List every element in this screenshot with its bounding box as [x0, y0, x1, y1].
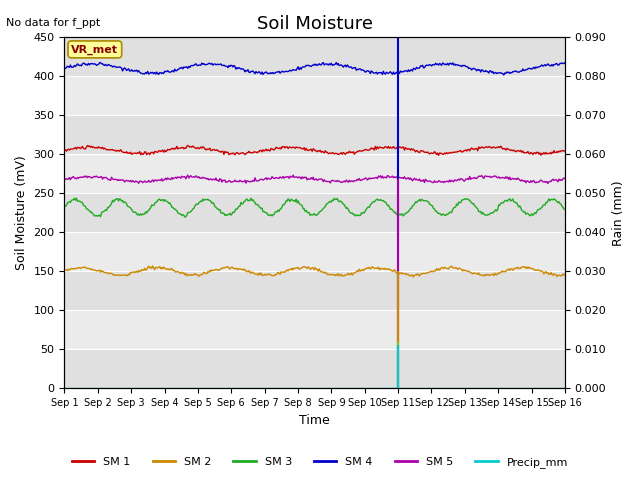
SM 5: [360, 176, 367, 182]
SM 1: [300, 146, 307, 152]
Line: SM 5: SM 5: [65, 175, 565, 183]
SM 5: [302, 174, 310, 180]
SM 1: [551, 150, 559, 156]
SM 4: [332, 60, 340, 65]
SM 5: [332, 179, 340, 184]
SM 5: [561, 176, 569, 181]
SM 3: [300, 205, 308, 211]
SM 5: [61, 178, 68, 183]
SM 1: [61, 146, 68, 152]
SM 4: [472, 67, 479, 72]
Precip_mm: [332, 385, 339, 391]
Bar: [65, 115, 565, 155]
Line: SM 1: SM 1: [65, 145, 565, 155]
SM 5: [472, 176, 479, 181]
Precip_mm: [61, 385, 68, 391]
Precip_mm: [471, 385, 479, 391]
SM 2: [360, 268, 367, 274]
SM 1: [473, 146, 481, 152]
Line: SM 3: SM 3: [65, 198, 565, 217]
Y-axis label: Soil Moisture (mV): Soil Moisture (mV): [15, 156, 28, 270]
Line: SM 4: SM 4: [65, 62, 565, 75]
Legend: SM 1, SM 2, SM 3, SM 4, SM 5, Precip_mm: SM 1, SM 2, SM 3, SM 4, SM 5, Precip_mm: [68, 452, 572, 472]
SM 3: [360, 210, 368, 216]
SM 1: [332, 151, 340, 156]
Bar: [65, 232, 565, 271]
Bar: [65, 155, 565, 193]
SM 3: [61, 204, 68, 209]
Text: VR_met: VR_met: [71, 44, 118, 55]
SM 3: [181, 214, 189, 220]
Precip_mm: [358, 385, 366, 391]
SM 4: [561, 60, 569, 65]
SM 3: [303, 209, 311, 215]
SM 1: [184, 143, 191, 148]
SM 2: [410, 274, 417, 280]
Bar: [65, 193, 565, 232]
SM 5: [300, 175, 307, 181]
Bar: [65, 271, 565, 311]
SM 2: [300, 264, 307, 270]
SM 4: [302, 62, 310, 68]
SM 2: [302, 264, 310, 270]
SM 3: [473, 205, 481, 211]
Precip_mm: [301, 385, 309, 391]
SM 5: [551, 177, 559, 183]
Precip_mm: [549, 385, 557, 391]
SM 3: [561, 206, 569, 212]
SM 3: [551, 196, 559, 202]
SM 2: [561, 272, 569, 277]
Bar: [65, 37, 565, 76]
SM 4: [500, 72, 508, 78]
X-axis label: Time: Time: [300, 414, 330, 427]
SM 3: [333, 196, 341, 202]
Bar: [65, 76, 565, 115]
SM 5: [184, 172, 191, 178]
SM 2: [473, 271, 481, 276]
Precip_mm: [298, 385, 306, 391]
SM 4: [61, 65, 68, 71]
SM 2: [332, 272, 340, 277]
Title: Soil Moisture: Soil Moisture: [257, 15, 372, 33]
SM 4: [551, 62, 559, 68]
SM 3: [247, 195, 255, 201]
Text: No data for f_ppt: No data for f_ppt: [6, 17, 100, 28]
SM 1: [435, 152, 442, 158]
SM 2: [149, 263, 157, 269]
SM 1: [561, 148, 569, 154]
Bar: [65, 311, 565, 349]
SM 4: [97, 60, 104, 65]
SM 1: [360, 148, 367, 154]
SM 4: [360, 67, 367, 73]
SM 5: [544, 180, 552, 186]
SM 2: [61, 267, 68, 273]
SM 4: [300, 64, 307, 70]
Y-axis label: Rain (mm): Rain (mm): [612, 180, 625, 246]
SM 1: [302, 145, 310, 151]
Precip_mm: [561, 385, 569, 391]
Line: SM 2: SM 2: [65, 266, 565, 277]
Bar: [65, 349, 565, 388]
SM 2: [551, 272, 559, 277]
